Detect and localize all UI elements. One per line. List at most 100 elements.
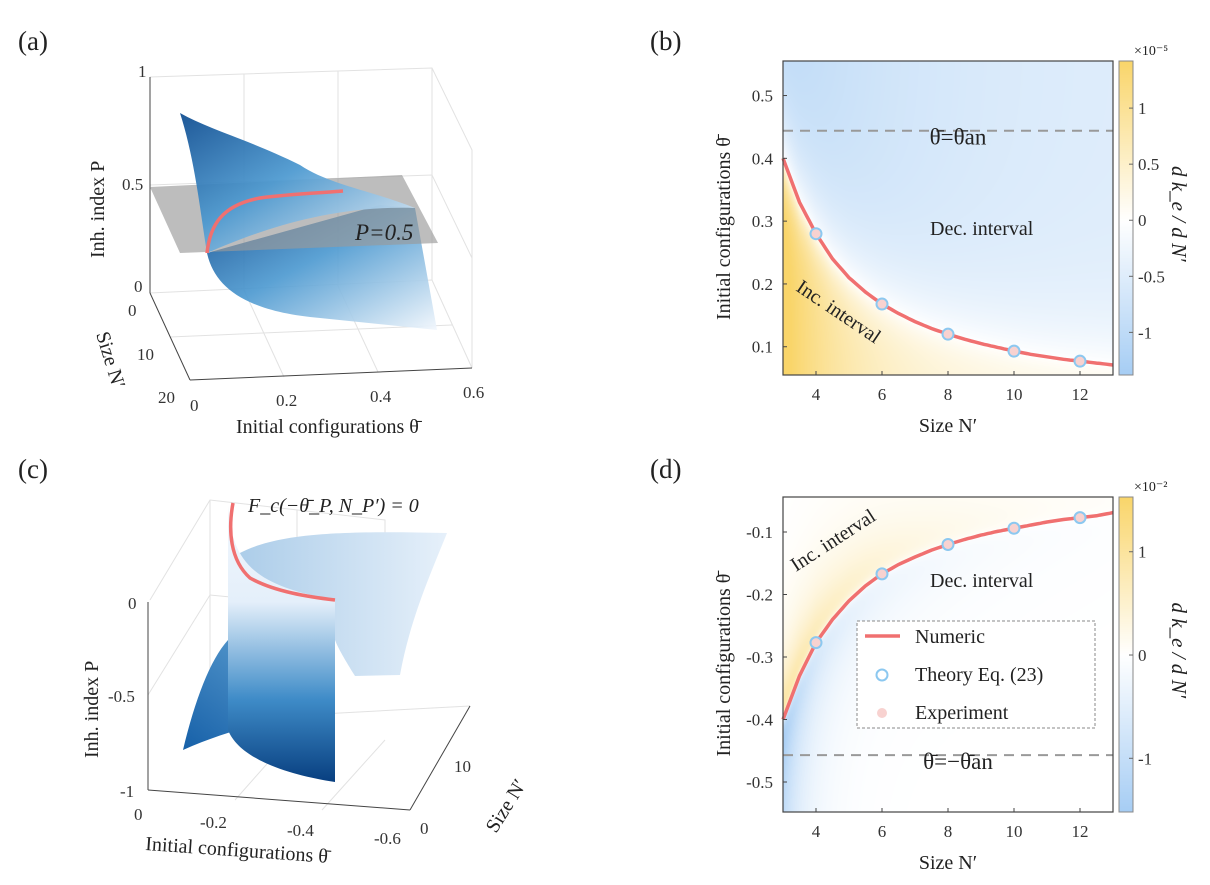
y-tick-label: 0.1: [752, 338, 773, 357]
theory-point: [1073, 354, 1087, 368]
x-tick-label: 8: [944, 385, 953, 404]
ytick: 20: [158, 388, 175, 407]
legend-entry: Experiment: [915, 702, 1009, 724]
legend: Numeric Theory Eq. (23) Experiment: [856, 620, 1096, 729]
ytick: 10: [137, 345, 154, 364]
theory-point: [809, 227, 823, 241]
x-axis-label: Size N′: [919, 852, 977, 874]
ytick: 10: [454, 757, 471, 776]
surface-upper-a: [180, 113, 415, 253]
legend-box: [856, 620, 1096, 729]
x-tick-label: 12: [1072, 822, 1089, 841]
ylabel-a: Size N′: [91, 329, 129, 391]
colorbar-d: [1119, 497, 1133, 812]
x-tick-label: 6: [878, 385, 887, 404]
y-tick-label: -0.1: [746, 523, 773, 542]
numeric-curve-a: [205, 189, 344, 254]
colorbar-tick-label: 0.5: [1138, 155, 1159, 174]
y-tick-label: 0.4: [752, 149, 774, 168]
region-label-dec: Dec. interval: [930, 570, 1034, 592]
colorbar-tick-label: 0: [1138, 211, 1147, 230]
region-label-dec: Dec. interval: [930, 218, 1034, 240]
heatmap-b: [783, 61, 1113, 375]
panel-c: (c) F_c(−θ̄_P, N_P′) = 0 0 -0.5 -1 0 -0.…: [18, 454, 531, 868]
ylabel-c: Size N′: [482, 776, 532, 837]
xtick: 0.2: [276, 391, 297, 410]
theory-point: [1007, 344, 1021, 358]
experiment-point: [943, 539, 953, 550]
numeric-curve-c: [228, 502, 336, 602]
surface-back-c: [228, 532, 447, 676]
x-tick-label: 12: [1072, 385, 1089, 404]
x-tick-label: 4: [812, 385, 821, 404]
panel-d: -1 0 1 ×10⁻² d k_e / d N′ θ̄=−θ̄an 4 6 8 10 12 -0.5…: [650, 454, 1191, 874]
theory-point: [941, 327, 955, 341]
experiment-point: [811, 637, 821, 648]
ztick: 0: [128, 594, 137, 613]
experiment-point: [1075, 512, 1085, 523]
colorbar-tick-label: 1: [1138, 99, 1147, 118]
colorbar-exponent: ×10⁻²: [1134, 480, 1167, 495]
colorbar-frame: [1118, 60, 1134, 376]
xtick: -0.4: [287, 821, 314, 840]
y-axis-label: Initial configurations θ̄: [713, 133, 735, 320]
experiment-point: [1075, 356, 1085, 367]
panel-a: (a) P=0.5 1 0.5 0 0 10 20 0 0.2 0.4 0.6 …: [18, 26, 484, 438]
ztick: 1: [138, 62, 147, 81]
zlabel-c: Inh. index P: [81, 661, 103, 758]
experiment-point: [1009, 346, 1019, 357]
colorbar-frame: [1118, 496, 1134, 813]
colorbar-tick-label: -1: [1138, 749, 1152, 768]
y-tick-label: -0.2: [746, 586, 773, 605]
colorbar-b: [1119, 61, 1133, 375]
ztick: 0.5: [122, 175, 143, 194]
theory-point: [875, 567, 889, 581]
y-axis-label: Initial configurations θ̄: [713, 570, 735, 757]
x-tick-label: 6: [878, 822, 887, 841]
y-tick-label: 0.3: [752, 212, 773, 231]
panel-label-d: (d): [650, 454, 681, 484]
x-axis-label: Size N′: [919, 415, 977, 437]
ztick: -0.5: [108, 687, 135, 706]
xtick: -0.6: [374, 829, 401, 848]
legend-entry: Theory Eq. (23): [915, 664, 1043, 686]
annotation-fc: F_c(−θ̄_P, N_P′) = 0: [247, 495, 419, 517]
zlabel-a: Inh. index P: [87, 161, 109, 258]
region-label-inc: Inc. interval: [792, 276, 885, 349]
dashed-line-label: θ̄=θ̄an: [930, 125, 987, 150]
dashed-line-label: θ̄=−θ̄an: [923, 749, 993, 774]
region-label-inc: Inc. interval: [787, 505, 880, 576]
theory-point: [809, 636, 823, 650]
panel-label-a: (a): [18, 26, 48, 56]
y-tick-label: -0.3: [746, 648, 773, 667]
ztick: -1: [120, 782, 134, 801]
xtick: 0.4: [370, 387, 392, 406]
legend-entry: Numeric: [915, 626, 985, 648]
y-tick-label: 0.5: [752, 87, 773, 106]
experiment-point: [877, 299, 887, 310]
colorbar-tick-label: 0: [1138, 646, 1147, 665]
colorbar-tick-label: 1: [1138, 543, 1147, 562]
y-tick-label: -0.4: [746, 711, 773, 730]
colorbar-exponent: ×10⁻⁵: [1134, 44, 1168, 59]
ztick: 0: [134, 277, 143, 296]
theory-point: [941, 538, 955, 551]
x-tick-label: 4: [812, 822, 821, 841]
theory-point: [1073, 511, 1087, 525]
panel-label-c: (c): [18, 454, 48, 484]
experiment-point: [811, 228, 821, 239]
legend-experiment-swatch: [877, 708, 887, 718]
experiment-point: [943, 329, 953, 340]
annotation-p05: P=0.5: [354, 220, 413, 245]
theory-point: [1007, 521, 1021, 535]
surface-wing-c: [183, 640, 335, 750]
colorbar-label: d k_e / d N′: [1167, 166, 1191, 262]
ytick: 0: [128, 301, 137, 320]
xtick: -0.2: [200, 813, 227, 832]
xtick: 0: [134, 805, 143, 824]
experiment-point: [877, 568, 887, 579]
surface-sheet-c: [228, 505, 335, 782]
experiment-point: [1009, 523, 1019, 534]
xtick: 0.6: [463, 383, 484, 402]
